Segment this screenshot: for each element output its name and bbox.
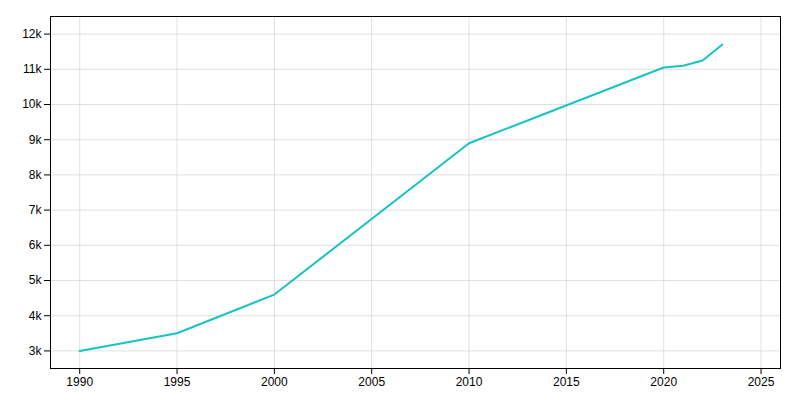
svg-text:9k: 9k bbox=[29, 133, 43, 147]
svg-text:2000: 2000 bbox=[261, 375, 288, 389]
svg-text:1990: 1990 bbox=[66, 375, 93, 389]
svg-text:2015: 2015 bbox=[553, 375, 580, 389]
svg-text:2010: 2010 bbox=[456, 375, 483, 389]
svg-text:8k: 8k bbox=[29, 168, 43, 182]
svg-text:7k: 7k bbox=[29, 203, 43, 217]
svg-text:2025: 2025 bbox=[748, 375, 775, 389]
svg-text:12k: 12k bbox=[22, 27, 42, 41]
svg-text:2020: 2020 bbox=[650, 375, 677, 389]
svg-text:1995: 1995 bbox=[164, 375, 191, 389]
svg-text:11k: 11k bbox=[23, 62, 42, 76]
svg-text:3k: 3k bbox=[29, 344, 43, 358]
svg-text:2005: 2005 bbox=[358, 375, 385, 389]
svg-text:5k: 5k bbox=[29, 273, 43, 287]
svg-text:6k: 6k bbox=[29, 238, 43, 252]
svg-text:4k: 4k bbox=[29, 309, 43, 323]
svg-text:10k: 10k bbox=[22, 97, 42, 111]
